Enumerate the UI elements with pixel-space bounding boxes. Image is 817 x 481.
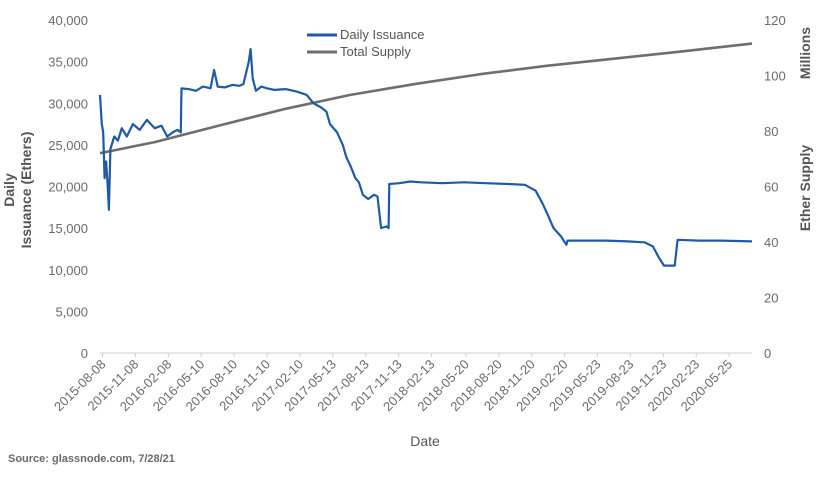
left-tick-label: 25,000 xyxy=(48,138,88,153)
series-layer xyxy=(98,42,753,267)
x-axis-ticks: 2015-08-082015-11-082016-02-082016-05-10… xyxy=(51,353,735,414)
left-tick-label: 15,000 xyxy=(48,221,88,236)
right-tick-label: 20 xyxy=(764,291,778,306)
right-tick-label: 0 xyxy=(764,346,771,361)
series-line-daily-issuance xyxy=(98,47,753,267)
left-tick-label: 30,000 xyxy=(48,96,88,111)
right-axis-units: Millions xyxy=(797,27,813,79)
source-note: Source: glassnode.com, 7/28/21 xyxy=(8,453,175,465)
right-axis-label: Ether Supply xyxy=(797,145,813,232)
legend: Daily Issuance Total Supply xyxy=(307,27,425,59)
right-axis-ticks: 0 20 40 60 80 100 120 xyxy=(764,13,786,361)
legend-label-total-supply: Total Supply xyxy=(340,44,411,59)
legend-label-daily-issuance: Daily Issuance xyxy=(340,27,425,42)
left-tick-label: 35,000 xyxy=(48,55,88,70)
left-axis-label: DailyIssuance (Ethers) xyxy=(1,132,34,249)
left-tick-label: 0 xyxy=(81,346,88,361)
right-tick-label: 100 xyxy=(764,69,786,84)
left-tick-label: 40,000 xyxy=(48,13,88,28)
left-tick-label: 5,000 xyxy=(55,304,88,319)
right-tick-label: 40 xyxy=(764,235,778,250)
x-axis-label: Date xyxy=(410,433,440,449)
right-tick-label: 60 xyxy=(764,180,778,195)
right-tick-label: 80 xyxy=(764,124,778,139)
left-tick-label: 10,000 xyxy=(48,263,88,278)
left-axis-label-line: Daily xyxy=(1,173,17,207)
left-axis-ticks: 0 5,000 10,000 15,000 20,000 25,000 30,000 35,0… xyxy=(48,13,88,361)
series-line-total-supply xyxy=(99,42,753,155)
left-tick-label: 20,000 xyxy=(48,180,88,195)
left-axis-label-line: Issuance (Ethers) xyxy=(18,132,34,249)
right-tick-label: 120 xyxy=(764,13,786,28)
